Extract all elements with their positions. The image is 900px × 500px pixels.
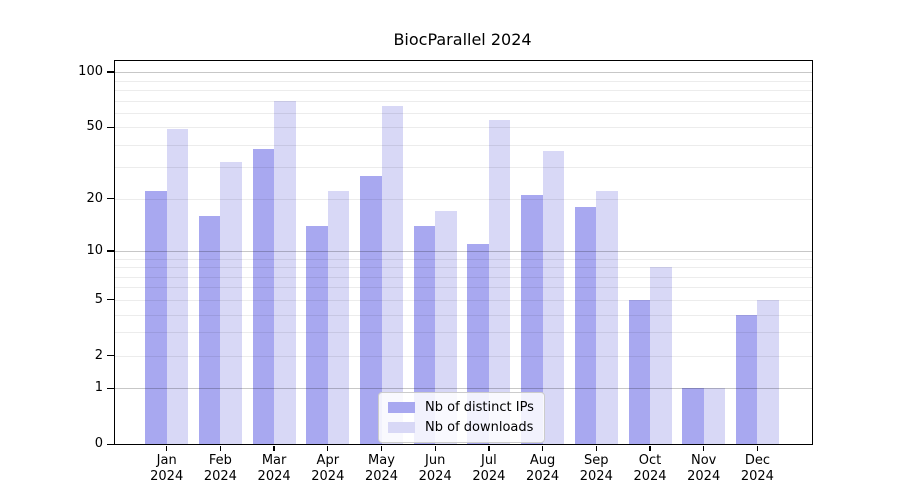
gridline-minor-80 bbox=[115, 89, 812, 91]
x-tick-label-oct: Oct 2024 bbox=[633, 453, 667, 484]
bar-nb-of-downloads-mar-2024 bbox=[274, 100, 296, 445]
legend: Nb of distinct IPs Nb of downloads bbox=[378, 392, 545, 443]
y-tick-1 bbox=[107, 387, 114, 390]
y-tick-100 bbox=[107, 71, 114, 73]
y-tick-20 bbox=[107, 198, 114, 200]
bar-nb-of-distinct-ips-mar-2024 bbox=[252, 148, 275, 445]
gridline-minor-50 bbox=[115, 127, 812, 129]
y-tick-label-100: 100 bbox=[78, 64, 103, 80]
x-tick-label-nov: Nov 2024 bbox=[687, 453, 721, 484]
x-tick-nov bbox=[703, 445, 705, 451]
x-tick-label-mar: Mar 2024 bbox=[257, 453, 291, 484]
x-tick-label-jul: Jul 2024 bbox=[472, 453, 506, 484]
bar-nb-of-distinct-ips-may-2024 bbox=[360, 175, 382, 445]
bar-nb-of-downloads-may-2024 bbox=[381, 106, 403, 445]
x-tick-label-jan: Jan 2024 bbox=[150, 453, 184, 484]
x-tick-jan bbox=[166, 445, 168, 451]
plot-area: 0 1 2 5 10 20 50 100 Jan 2024 Feb 2024 Mar 2024 Apr… bbox=[78, 60, 813, 484]
bar-nb-of-distinct-ips-feb-2024 bbox=[198, 215, 221, 445]
bar-nb-of-distinct-ips-jun-2024 bbox=[413, 225, 436, 445]
bar-nb-of-distinct-ips-sep-2024 bbox=[574, 206, 597, 445]
bar-nb-of-downloads-feb-2024 bbox=[220, 162, 242, 445]
bar-nb-of-downloads-nov-2024 bbox=[703, 388, 726, 445]
gridline-major-100 bbox=[115, 72, 812, 74]
y-tick-label-50: 50 bbox=[86, 119, 103, 135]
x-tick-apr bbox=[327, 445, 329, 451]
x-tick-label-apr: Apr 2024 bbox=[311, 453, 345, 484]
bar-nb-of-downloads-jan-2024 bbox=[166, 128, 189, 445]
bar-nb-of-distinct-ips-jan-2024 bbox=[145, 191, 167, 445]
x-tick-label-may: May 2024 bbox=[364, 453, 399, 484]
gridline-minor-70 bbox=[115, 100, 812, 102]
x-tick-label-sep: Sep 2024 bbox=[579, 453, 613, 484]
y-tick-10 bbox=[107, 250, 114, 252]
x-tick-oct bbox=[649, 445, 651, 451]
bar-nb-of-downloads-jul-2024 bbox=[488, 119, 511, 445]
x-tick-feb bbox=[219, 445, 222, 451]
bar-nb-of-downloads-jun-2024 bbox=[435, 211, 457, 445]
y-tick-label-10: 10 bbox=[86, 242, 103, 258]
bar-nb-of-distinct-ips-nov-2024 bbox=[682, 388, 704, 445]
x-tick-label-jun: Jun 2024 bbox=[418, 453, 452, 484]
y-tick-label-5: 5 bbox=[94, 291, 103, 307]
bar-nb-of-downloads-oct-2024 bbox=[650, 267, 672, 445]
bar-nb-of-downloads-apr-2024 bbox=[327, 191, 350, 445]
x-tick-label-aug: Aug 2024 bbox=[526, 453, 560, 484]
bar-nb-of-distinct-ips-oct-2024 bbox=[628, 299, 650, 445]
chart-title: BiocParallel 2024 bbox=[393, 30, 532, 49]
legend-swatch-downloads bbox=[388, 422, 415, 433]
x-tick-aug bbox=[541, 445, 544, 451]
y-tick-label-20: 20 bbox=[86, 190, 103, 206]
y-tick-label-2: 2 bbox=[94, 347, 103, 363]
legend-item-distinct-ips: Nb of distinct IPs bbox=[388, 400, 534, 415]
x-tick-label-dec: Dec 2024 bbox=[740, 453, 774, 484]
x-tick-may bbox=[380, 445, 383, 451]
x-tick-sep bbox=[595, 445, 597, 451]
gridline-minor-90 bbox=[115, 80, 812, 82]
legend-label-distinct-ips: Nb of distinct IPs bbox=[425, 400, 534, 415]
y-tick-label-0: 0 bbox=[94, 436, 103, 452]
legend-label-downloads: Nb of downloads bbox=[425, 420, 534, 435]
bar-nb-of-downloads-aug-2024 bbox=[542, 150, 565, 445]
y-tick-0 bbox=[107, 443, 114, 445]
gridline-minor-40 bbox=[115, 144, 812, 146]
y-tick-2 bbox=[107, 354, 114, 357]
bar-nb-of-distinct-ips-aug-2024 bbox=[521, 195, 543, 445]
y-tick-label-1: 1 bbox=[94, 380, 103, 396]
bar-nb-of-distinct-ips-dec-2024 bbox=[735, 314, 758, 445]
legend-swatch-distinct-ips bbox=[388, 402, 415, 413]
x-tick-jun bbox=[434, 445, 436, 451]
x-tick-jul bbox=[488, 445, 490, 451]
y-tick-5 bbox=[107, 299, 114, 301]
y-tick-50 bbox=[107, 126, 114, 128]
gridline-minor-60 bbox=[115, 112, 812, 114]
x-tick-mar bbox=[273, 445, 275, 451]
bar-nb-of-distinct-ips-apr-2024 bbox=[306, 225, 328, 445]
bar-nb-of-downloads-dec-2024 bbox=[757, 299, 779, 445]
legend-item-downloads: Nb of downloads bbox=[388, 420, 534, 435]
x-tick-dec bbox=[756, 445, 759, 451]
x-tick-label-feb: Feb 2024 bbox=[203, 453, 237, 484]
bar-nb-of-downloads-sep-2024 bbox=[596, 191, 618, 445]
